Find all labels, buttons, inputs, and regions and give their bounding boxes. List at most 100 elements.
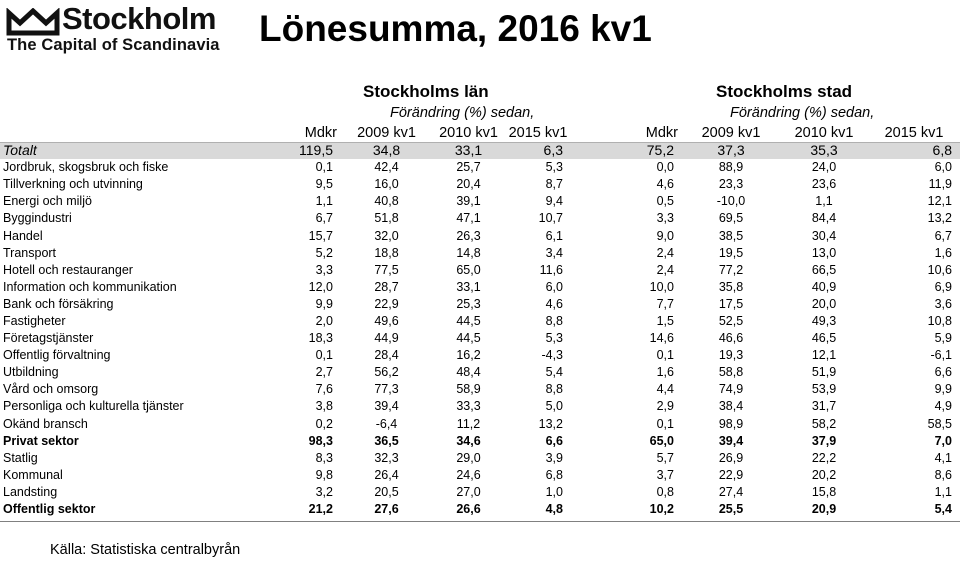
table-cell: 1,1 bbox=[815, 194, 833, 209]
table-cell: 22,9 bbox=[374, 296, 399, 311]
table-cell: 8,8 bbox=[545, 382, 563, 397]
table-cell: 74,9 bbox=[718, 382, 744, 397]
table-row: Totalt 119,5 34,8 33,1 6,3 75,2 37,3 35,3 6,8 bbox=[0, 142, 960, 160]
table-row: Okänd bransch 0,2 -6,4 11,2 13,2 0,1 98,9 58,2 5… bbox=[0, 416, 960, 433]
table-cell: 20,2 bbox=[811, 467, 837, 482]
table-cell: 77,3 bbox=[374, 382, 399, 397]
column-header: 2010 kv1 bbox=[794, 125, 854, 141]
table-cell: 6,3 bbox=[505, 142, 571, 160]
table-cell: 10,7 bbox=[538, 211, 563, 226]
table-cell: 27,0 bbox=[456, 484, 481, 499]
column-header: 2015 kv1 bbox=[884, 125, 944, 141]
table-cell: 2,9 bbox=[656, 399, 674, 414]
table-cell: 65,0 bbox=[649, 433, 674, 448]
column-header-row: Mdkr 2009 kv1 2010 kv1 2015 kv1 Mdkr 200… bbox=[0, 124, 960, 142]
table-row: Fastigheter 2,0 49,6 44,5 8,8 1,5 52,5 49,3 10,8 bbox=[0, 313, 960, 330]
table-cell: 16,0 bbox=[374, 177, 399, 192]
table-cell: 2,4 bbox=[656, 245, 674, 260]
table-cell: 38,5 bbox=[718, 228, 744, 243]
table-cell: 2,4 bbox=[656, 262, 674, 277]
table-cell: 6,7 bbox=[315, 211, 333, 226]
table-cell: 35,8 bbox=[718, 279, 744, 294]
row-label: Kommunal bbox=[3, 467, 63, 482]
table-cell: 26,6 bbox=[456, 502, 481, 517]
stockholm-logo: Stockholm The Capital of Scandinavia bbox=[6, 3, 231, 54]
table-cell: 15,8 bbox=[811, 484, 837, 499]
table-cell: 1,6 bbox=[934, 245, 952, 260]
table-cell: 14,8 bbox=[456, 245, 481, 260]
table-cell: 49,3 bbox=[811, 313, 837, 328]
table-cell: 38,4 bbox=[718, 399, 744, 414]
crown-icon bbox=[6, 8, 60, 36]
table-row: Handel 15,7 32,0 26,3 6,1 9,0 38,5 30,4 6,7 bbox=[0, 227, 960, 244]
table-cell: 22,2 bbox=[811, 450, 837, 465]
table-row: Tillverkning och utvinning 9,5 16,0 20,4 8,7… bbox=[0, 176, 960, 193]
table-cell: 34,8 bbox=[341, 142, 432, 160]
table-cell: 28,4 bbox=[374, 348, 399, 363]
table-cell: 1,5 bbox=[656, 313, 674, 328]
row-label: Fastigheter bbox=[3, 313, 66, 328]
table-cell: 44,9 bbox=[374, 331, 399, 346]
table-row: Offentlig sektor 21,2 27,6 26,6 4,8 10,2 25,5 2… bbox=[0, 501, 960, 518]
table-cell: 98,9 bbox=[718, 416, 744, 431]
table-cell: 5,3 bbox=[545, 160, 563, 175]
table-cell: 3,4 bbox=[545, 245, 563, 260]
row-label: Hotell och restauranger bbox=[3, 262, 133, 277]
column-header-label bbox=[0, 124, 270, 142]
table-cell: 6,9 bbox=[934, 279, 952, 294]
table-cell: 5,4 bbox=[934, 502, 952, 517]
row-label: Transport bbox=[3, 245, 57, 260]
table-cell: 0,1 bbox=[315, 160, 333, 175]
table-cell: -6,1 bbox=[930, 348, 952, 363]
table-row: Hotell och restauranger 3,3 77,5 65,0 11,6 2,… bbox=[0, 262, 960, 279]
table-cell: 4,1 bbox=[934, 450, 952, 465]
table-cell: 19,5 bbox=[718, 245, 744, 260]
row-label: Handel bbox=[3, 228, 43, 243]
table-cell: 3,3 bbox=[315, 262, 333, 277]
table-row: Statlig 8,3 32,3 29,0 3,9 5,7 26,9 22,2 4,1 bbox=[0, 450, 960, 467]
table-cell: 20,5 bbox=[374, 484, 399, 499]
row-label: Okänd bransch bbox=[3, 416, 88, 431]
row-label: Privat sektor bbox=[3, 433, 79, 448]
table-cell: 77,2 bbox=[718, 262, 744, 277]
table-cell: 5,0 bbox=[545, 399, 563, 414]
column-header: 2015 kv1 bbox=[508, 125, 568, 141]
table-cell: 7,0 bbox=[934, 433, 952, 448]
table-cell: 75,2 bbox=[571, 142, 682, 160]
table-cell: 0,1 bbox=[656, 416, 674, 431]
table-cell: 51,8 bbox=[374, 211, 399, 226]
table-cell: 6,1 bbox=[545, 228, 563, 243]
table-cell: 9,0 bbox=[656, 228, 674, 243]
table-cell: 58,8 bbox=[718, 365, 744, 380]
row-label: Landsting bbox=[3, 484, 58, 499]
group-subtitle-stad: Förändring (%) sedan, bbox=[730, 105, 875, 121]
row-label: Bank och försäkring bbox=[3, 296, 114, 311]
table-cell: 40,9 bbox=[811, 279, 837, 294]
table-cell: 12,1 bbox=[927, 194, 952, 209]
table-cell: 88,9 bbox=[718, 160, 744, 175]
table-cell: 58,9 bbox=[456, 382, 481, 397]
row-label: Totalt bbox=[0, 142, 270, 160]
table-cell: 9,9 bbox=[315, 296, 333, 311]
table-cell: 9,4 bbox=[545, 194, 563, 209]
table-cell: 0,1 bbox=[315, 348, 333, 363]
table-cell: 39,4 bbox=[374, 399, 399, 414]
table-cell: 14,6 bbox=[649, 331, 674, 346]
table-cell: 2,7 bbox=[315, 365, 333, 380]
table-cell: 37,3 bbox=[682, 142, 780, 160]
table-cell: 16,2 bbox=[456, 348, 481, 363]
table-row: Företagstjänster 18,3 44,9 44,5 5,3 14,6 46,6 4… bbox=[0, 330, 960, 347]
table-row: Bank och försäkring 9,9 22,9 25,3 4,6 7,7 17,5… bbox=[0, 296, 960, 313]
table-cell: 3,8 bbox=[315, 399, 333, 414]
table-cell: 36,5 bbox=[374, 433, 399, 448]
table-cell: 20,0 bbox=[811, 296, 837, 311]
table-row: Information och kommunikation 12,0 28,7 33,… bbox=[0, 279, 960, 296]
table-cell: 47,1 bbox=[456, 211, 481, 226]
table-cell: 29,0 bbox=[456, 450, 481, 465]
row-label: Energi och miljö bbox=[3, 194, 92, 209]
table-cell: 27,4 bbox=[718, 484, 744, 499]
page-title: Lönesumma, 2016 kv1 bbox=[259, 8, 652, 49]
table-cell: 66,5 bbox=[811, 262, 837, 277]
table-cell: 22,9 bbox=[718, 467, 744, 482]
table-cell: 24,6 bbox=[456, 467, 481, 482]
